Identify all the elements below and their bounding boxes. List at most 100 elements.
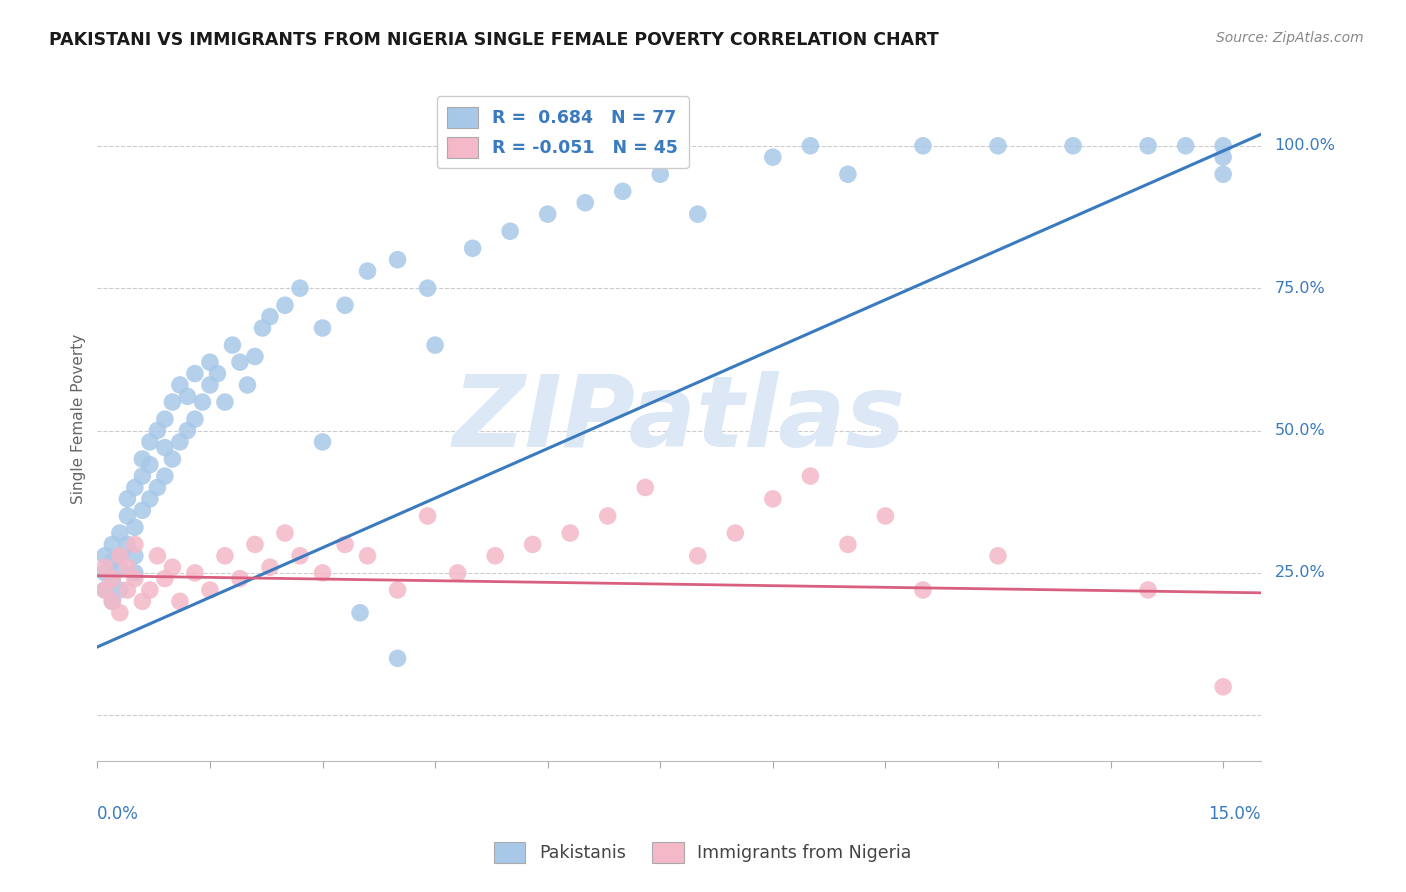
Point: [446, 566, 468, 580]
Point: [1212, 138, 1234, 153]
Point: [139, 458, 162, 472]
Point: [124, 520, 146, 534]
Point: [108, 549, 131, 563]
Point: [176, 389, 198, 403]
Point: [108, 606, 131, 620]
Point: [1137, 138, 1160, 153]
Point: [117, 508, 139, 523]
Point: [176, 424, 198, 438]
Point: [94, 560, 117, 574]
Point: [837, 537, 859, 551]
Point: [560, 526, 582, 541]
Point: [117, 491, 139, 506]
Point: [214, 395, 236, 409]
Text: ZIPatlas: ZIPatlas: [453, 371, 905, 467]
Point: [94, 582, 117, 597]
Text: 75.0%: 75.0%: [1275, 281, 1326, 295]
Point: [198, 355, 221, 369]
Point: [461, 241, 484, 255]
Point: [1062, 138, 1084, 153]
Point: [108, 549, 131, 563]
Point: [131, 503, 153, 517]
Point: [117, 560, 139, 574]
Point: [198, 378, 221, 392]
Point: [356, 264, 378, 278]
Point: [311, 321, 333, 335]
Point: [169, 434, 191, 449]
Point: [911, 582, 934, 597]
Point: [634, 480, 657, 494]
Point: [288, 281, 311, 295]
Point: [259, 560, 281, 574]
Point: [416, 508, 439, 523]
Point: [596, 508, 619, 523]
Point: [108, 560, 131, 574]
Point: [146, 424, 169, 438]
Point: [252, 321, 274, 335]
Point: [131, 452, 153, 467]
Legend: Pakistanis, Immigrants from Nigeria: Pakistanis, Immigrants from Nigeria: [488, 835, 918, 870]
Point: [612, 185, 634, 199]
Point: [198, 582, 221, 597]
Point: [1212, 167, 1234, 181]
Point: [169, 378, 191, 392]
Point: [1174, 138, 1197, 153]
Point: [387, 252, 409, 267]
Text: 0.0%: 0.0%: [97, 805, 139, 823]
Point: [153, 469, 176, 483]
Point: [153, 572, 176, 586]
Point: [101, 554, 124, 568]
Point: [153, 412, 176, 426]
Point: [799, 138, 821, 153]
Point: [117, 582, 139, 597]
Point: [169, 594, 191, 608]
Point: [139, 434, 162, 449]
Point: [146, 549, 169, 563]
Point: [416, 281, 439, 295]
Legend: R =  0.684   N = 77, R = -0.051   N = 45: R = 0.684 N = 77, R = -0.051 N = 45: [437, 96, 689, 169]
Point: [837, 167, 859, 181]
Text: 25.0%: 25.0%: [1275, 566, 1326, 581]
Point: [101, 572, 124, 586]
Point: [162, 395, 184, 409]
Point: [274, 526, 297, 541]
Point: [214, 549, 236, 563]
Point: [131, 594, 153, 608]
Point: [499, 224, 522, 238]
Point: [911, 138, 934, 153]
Point: [124, 480, 146, 494]
Point: [162, 560, 184, 574]
Point: [229, 355, 252, 369]
Text: 15.0%: 15.0%: [1208, 805, 1261, 823]
Point: [349, 606, 371, 620]
Point: [139, 491, 162, 506]
Point: [686, 549, 709, 563]
Point: [184, 367, 207, 381]
Y-axis label: Single Female Poverty: Single Female Poverty: [72, 334, 86, 504]
Point: [101, 594, 124, 608]
Point: [108, 526, 131, 541]
Point: [1137, 582, 1160, 597]
Point: [153, 441, 176, 455]
Point: [484, 549, 506, 563]
Point: [724, 526, 747, 541]
Point: [236, 378, 259, 392]
Point: [207, 367, 229, 381]
Point: [184, 412, 207, 426]
Point: [184, 566, 207, 580]
Point: [243, 537, 266, 551]
Point: [387, 651, 409, 665]
Point: [537, 207, 560, 221]
Point: [987, 549, 1010, 563]
Point: [94, 549, 117, 563]
Text: PAKISTANI VS IMMIGRANTS FROM NIGERIA SINGLE FEMALE POVERTY CORRELATION CHART: PAKISTANI VS IMMIGRANTS FROM NIGERIA SIN…: [49, 31, 939, 49]
Point: [333, 537, 356, 551]
Point: [146, 480, 169, 494]
Point: [139, 582, 162, 597]
Point: [131, 469, 153, 483]
Point: [243, 350, 266, 364]
Point: [124, 566, 146, 580]
Point: [274, 298, 297, 312]
Point: [162, 452, 184, 467]
Point: [987, 138, 1010, 153]
